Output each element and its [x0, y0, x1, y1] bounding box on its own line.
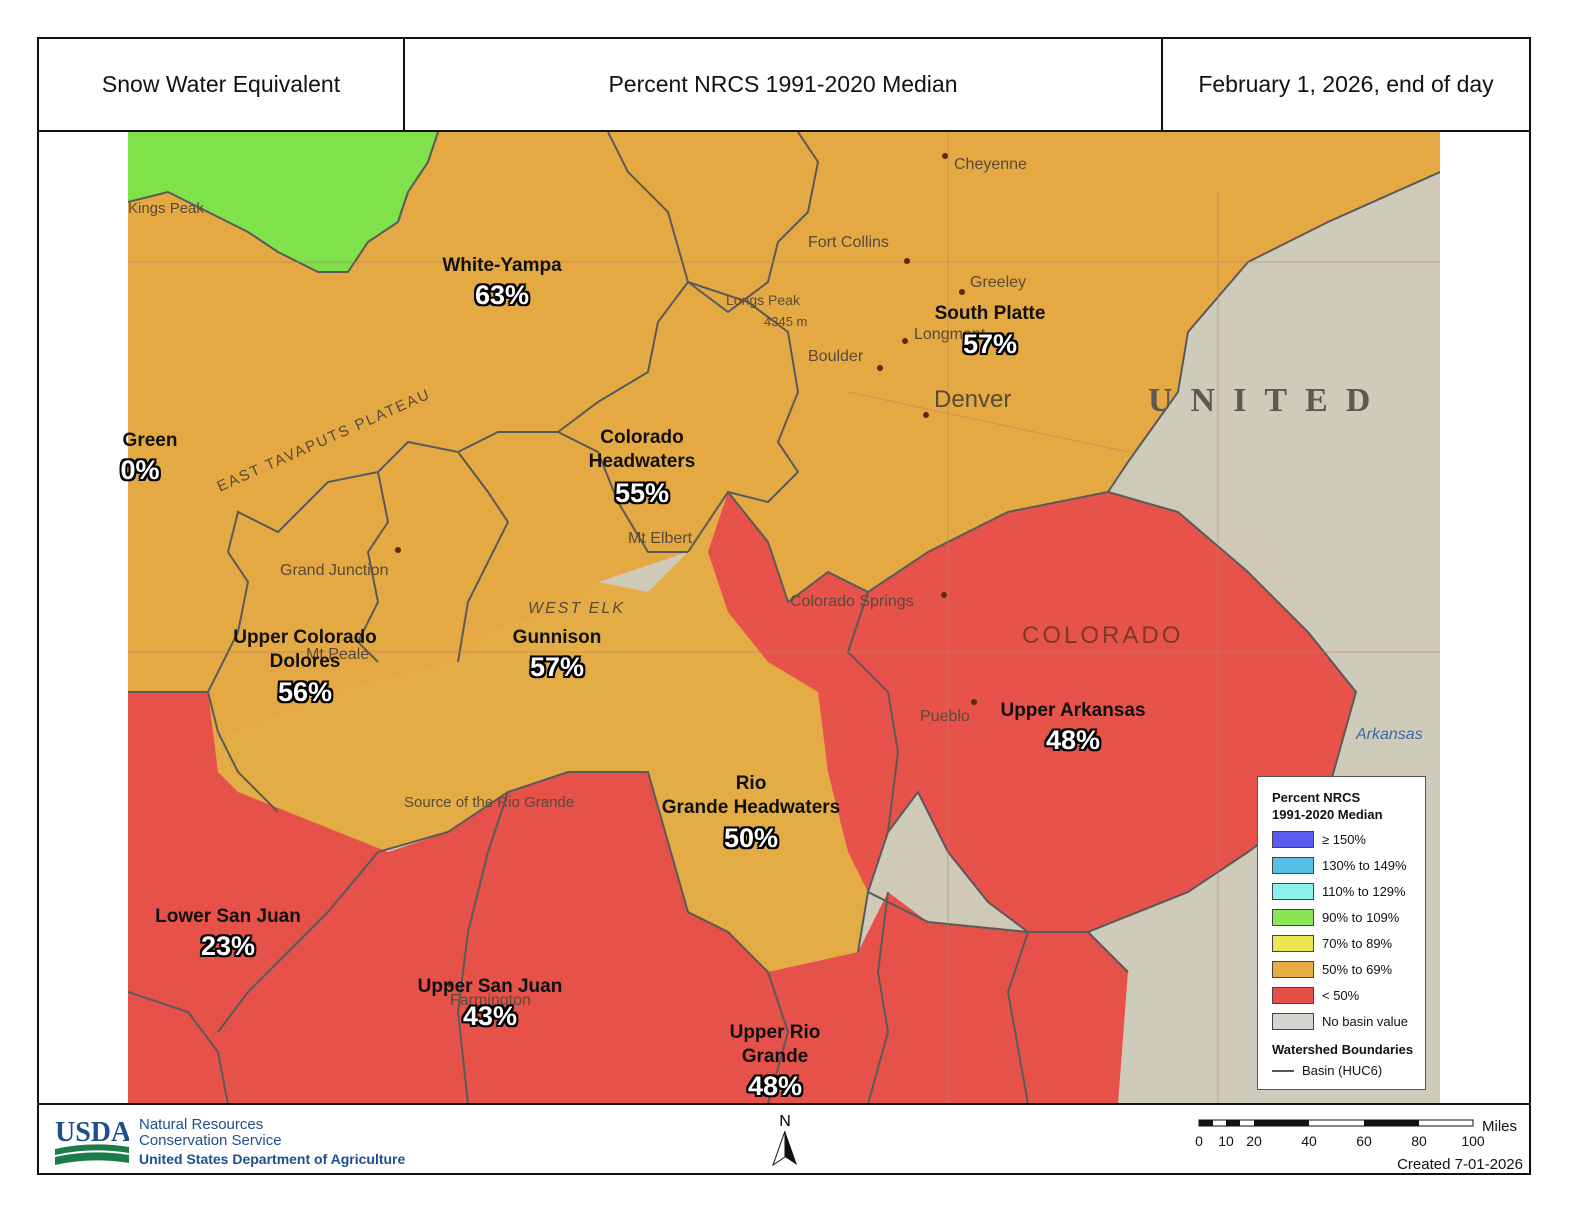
legend-swatch — [1272, 882, 1314, 900]
north-arrow-icon — [772, 1130, 797, 1167]
scale-tick-label: 100 — [1461, 1133, 1485, 1149]
map-frame — [37, 37, 1531, 1175]
legend-item: 50% to 69% — [1272, 960, 1392, 978]
basin-orange-south — [128, 492, 898, 972]
basin-label-upper-colorado-dolores: Upper Colorado Dolores — [233, 627, 377, 672]
place-denver: Denver — [934, 386, 1012, 413]
place-west-elk: WEST ELK — [528, 600, 625, 617]
place-cheyenne: Cheyenne — [954, 156, 1027, 173]
basin-map — [128, 132, 1440, 1104]
basin-value-lower-san-juan: 23% — [200, 931, 256, 961]
roads — [128, 132, 1440, 1104]
legend-item: 70% to 89% — [1272, 934, 1392, 952]
basin-value-gunnison: 57% — [529, 652, 585, 682]
north-label: N — [779, 1113, 791, 1130]
basin-value-upper-arkansas: 48% — [1045, 725, 1101, 755]
place-mt-elbert: Mt Elbert — [628, 530, 693, 547]
basin-label-white-yampa: White-Yampa — [442, 255, 562, 276]
basin-label-upper-arkansas: Upper Arkansas — [1000, 700, 1146, 721]
place-fort-collins: Fort Collins — [808, 234, 889, 251]
map-title: Snow Water Equivalent — [39, 39, 405, 130]
legend-item: 130% to 149% — [1272, 856, 1407, 874]
north-arrow: N — [770, 1113, 800, 1173]
basin-label-upper-rio-grande: Upper Rio Grande — [729, 1022, 821, 1067]
legend-swatch — [1272, 960, 1314, 978]
place-greeley: Greeley — [970, 274, 1027, 291]
basin-value-colorado-headwaters: 55% — [614, 478, 670, 508]
legend-boundaries-title: Watershed Boundaries — [1272, 1042, 1414, 1057]
legend-swatch — [1272, 856, 1314, 874]
basin-value-upper-san-juan: 43% — [462, 1001, 518, 1031]
scale-tick-label: 0 — [1195, 1133, 1203, 1149]
place-arkansas-river: Arkansas — [1356, 726, 1423, 743]
basin-value-green: 0% — [120, 455, 160, 485]
scale-bar: 0 10 20 40 60 80 100 Miles — [1195, 1113, 1525, 1173]
scale-tick-label: 20 — [1246, 1133, 1262, 1149]
basin-value-white-yampa: 63% — [474, 280, 530, 310]
place-farmington: Farmington — [450, 992, 531, 1009]
scale-bar-graphic: 0 10 20 40 60 80 100 Miles — [1195, 1118, 1517, 1149]
map-area[interactable]: Cheyenne Fort Collins Greeley Longs Peak… — [128, 132, 1440, 1104]
place-pueblo: Pueblo — [920, 708, 970, 725]
basin-label-green: Green — [122, 430, 178, 451]
basin-upper-arkansas — [708, 492, 1356, 932]
scale-tick-label: 60 — [1356, 1133, 1372, 1149]
place-kings-peak: Kings Peak — [128, 200, 204, 217]
scale-unit: Miles — [1482, 1118, 1517, 1135]
basin-label-colorado-headwaters: Colorado Headwaters — [588, 427, 696, 472]
basin-label-gunnison: Gunnison — [512, 627, 602, 648]
agency-name: Natural Resources Conservation Service — [139, 1116, 282, 1149]
place-longs-peak: Longs Peak — [726, 292, 800, 308]
place-longmont: Longmont — [914, 326, 986, 343]
department-name: United States Department of Agriculture — [139, 1151, 406, 1167]
place-mt-peale: Mt Peale — [306, 646, 370, 663]
map-header: Snow Water Equivalent Percent NRCS 1991-… — [37, 37, 1531, 132]
legend-item: ≥ 150% — [1272, 830, 1366, 848]
legend-swatch — [1272, 934, 1314, 952]
usda-branding: USDA Natural Resources Conservation Servi… — [55, 1115, 435, 1171]
map-footer: USDA Natural Resources Conservation Servi… — [37, 1103, 1531, 1177]
city-markers — [395, 153, 977, 987]
legend-title: Percent NRCS 1991-2020 Median — [1272, 790, 1383, 822]
scale-tick-label: 10 — [1218, 1133, 1234, 1149]
basin-label-lower-san-juan: Lower San Juan — [155, 906, 301, 927]
legend-swatch — [1272, 986, 1314, 1004]
place-source-rio-grande: Source of the Rio Grande — [404, 794, 575, 811]
legend-swatch — [1272, 830, 1314, 848]
boundary-line-icon — [1272, 1069, 1294, 1072]
legend-item: No basin value — [1272, 1012, 1408, 1030]
basin-red-south — [128, 692, 1128, 1104]
basin-boundaries — [128, 132, 1440, 1104]
basin-value-rio-grande-headwaters: 50% — [723, 823, 779, 853]
map-date: February 1, 2026, end of day — [1198, 71, 1494, 97]
basin-value-south-platte: 57% — [962, 329, 1018, 359]
legend-swatch — [1272, 908, 1314, 926]
usda-logo: USDA — [55, 1117, 129, 1165]
map-measure: Percent NRCS 1991-2020 Median — [405, 39, 1163, 130]
legend-item: < 50% — [1272, 986, 1359, 1004]
legend-item: 110% to 129% — [1272, 882, 1406, 900]
scale-tick-label: 80 — [1411, 1133, 1427, 1149]
created-date: Created 7-01-2026 — [1397, 1156, 1523, 1173]
basin-value-upper-rio-grande: 48% — [747, 1071, 803, 1101]
basin-label-rio-grande-headwaters: Rio Grande Headwaters — [661, 773, 841, 818]
svg-text:USDA: USDA — [55, 1117, 129, 1148]
basin-value-upper-colorado-dolores: 56% — [277, 677, 333, 707]
place-colorado: COLORADO — [1022, 622, 1184, 649]
place-colorado-springs: Colorado Springs — [790, 593, 914, 610]
place-elevation: 4345 m — [764, 314, 808, 329]
basin-label-upper-san-juan: Upper San Juan — [417, 976, 563, 997]
legend-boundary-item: Basin (HUC6) — [1272, 1063, 1382, 1078]
basin-orange-north — [128, 132, 1440, 792]
scale-tick-label: 40 — [1301, 1133, 1317, 1149]
place-grand-junction: Grand Junction — [280, 562, 389, 579]
basin-green — [128, 132, 438, 272]
map-legend: Percent NRCS 1991-2020 Median ≥ 150% 130… — [1257, 776, 1426, 1090]
place-boulder: Boulder — [808, 348, 864, 365]
legend-item: 90% to 109% — [1272, 908, 1399, 926]
place-united: UNITED — [1148, 382, 1389, 419]
legend-swatch — [1272, 1012, 1314, 1030]
basin-label-south-platte: South Platte — [934, 303, 1046, 324]
